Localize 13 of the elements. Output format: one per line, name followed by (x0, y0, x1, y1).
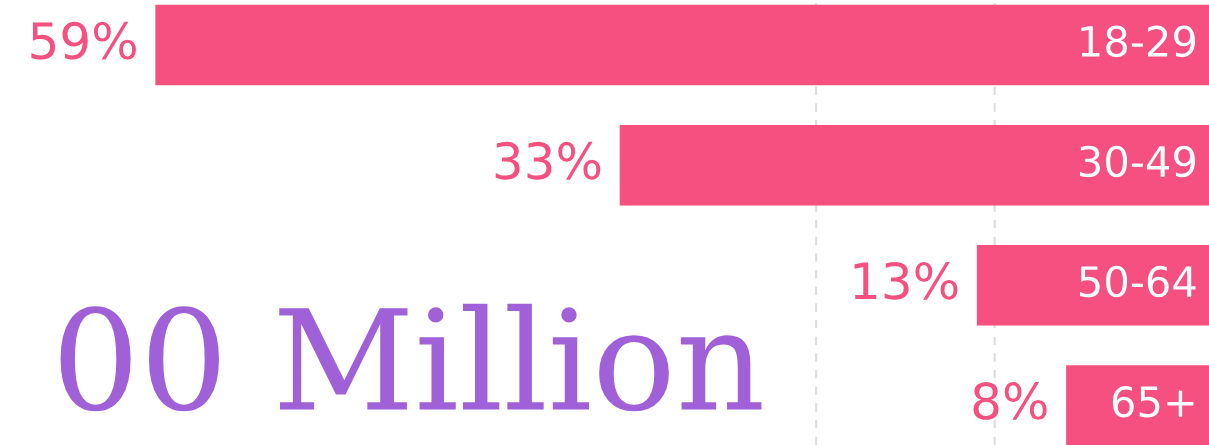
bar (1066, 365, 1209, 445)
y-tick-label: 30-49 (1079, 145, 1195, 178)
data-label: 33% (495, 141, 601, 180)
bar (619, 124, 1209, 206)
data-label: 8% (973, 382, 1047, 420)
data-label: 13% (854, 261, 958, 300)
y-tick-label: 18-29 (1081, 25, 1195, 58)
annotation: 00 Million (60, 303, 762, 412)
bar (155, 4, 1209, 86)
y-tick-label: 65+ (1112, 385, 1194, 418)
bar (976, 245, 1209, 326)
y-tick-label: 50-64 (1080, 265, 1196, 298)
data-label: 59% (31, 21, 136, 60)
